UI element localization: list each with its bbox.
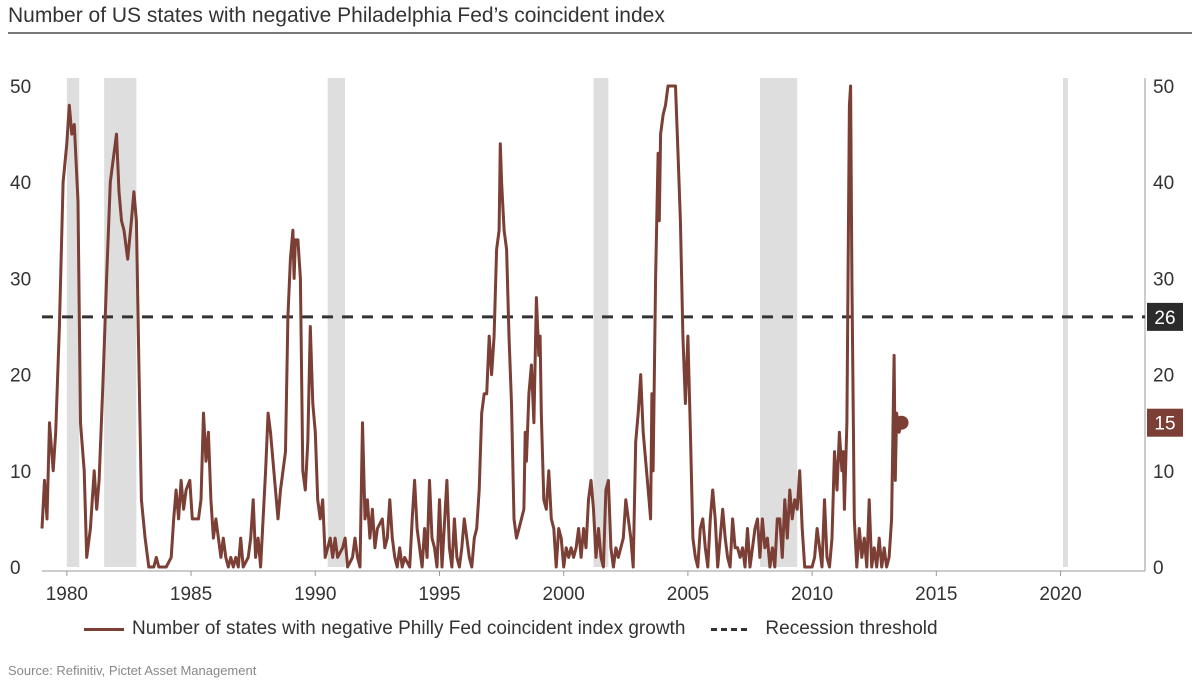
- y-tick-label-right: 10: [1153, 462, 1174, 483]
- source-note: Source: Refinitiv, Pictet Asset Manageme…: [8, 663, 257, 678]
- y-tick-label-left: 30: [10, 269, 31, 290]
- x-tick-label: 2000: [543, 584, 585, 605]
- threshold-value-badge: [1147, 302, 1183, 331]
- recession-band: [327, 78, 346, 567]
- recession-band: [759, 78, 798, 567]
- chart-title: Number of US states with negative Philad…: [8, 4, 665, 27]
- y-tick-label-left: 0: [10, 558, 21, 579]
- x-tick-label: 2010: [791, 584, 833, 605]
- title-divider: [8, 32, 1192, 34]
- legend-threshold-label: Recession threshold: [765, 618, 938, 639]
- x-tick-label: 1980: [46, 584, 88, 605]
- series-line: [40, 84, 903, 569]
- last-value-label: 15: [1154, 414, 1175, 435]
- legend-threshold-swatch: [711, 627, 748, 631]
- recession-band: [104, 78, 137, 567]
- y-tick-label-right: 20: [1153, 366, 1174, 387]
- recession-band: [66, 78, 80, 567]
- last-value-badge: [1147, 408, 1183, 437]
- legend-series-label: Number of states with negative Philly Fe…: [132, 618, 686, 639]
- chart-legend: Number of states with negative Philly Fe…: [84, 617, 938, 641]
- y-tick-label-left: 20: [10, 366, 31, 387]
- x-tick-label: 2005: [667, 584, 709, 605]
- y-tick-label-left: 40: [10, 173, 31, 194]
- y-tick-label-left: 50: [10, 77, 31, 98]
- y-tick-label-right: 40: [1153, 173, 1174, 194]
- x-tick-label: 1995: [418, 584, 460, 605]
- y-tick-label-right: 30: [1153, 269, 1174, 290]
- recession-band: [593, 78, 609, 567]
- last-value-marker: [894, 415, 909, 430]
- legend-series-swatch: [84, 627, 124, 631]
- y-tick-label-left: 10: [10, 462, 31, 483]
- threshold-value-label: 26: [1154, 308, 1175, 329]
- x-tick-label: 2020: [1039, 584, 1081, 605]
- recession-band: [1063, 78, 1068, 567]
- x-tick-label: 1985: [170, 584, 212, 605]
- y-tick-label-right: 0: [1153, 558, 1164, 579]
- y-tick-label-right: 50: [1153, 77, 1174, 98]
- x-tick-label: 2015: [915, 584, 957, 605]
- x-tick-label: 1990: [294, 584, 336, 605]
